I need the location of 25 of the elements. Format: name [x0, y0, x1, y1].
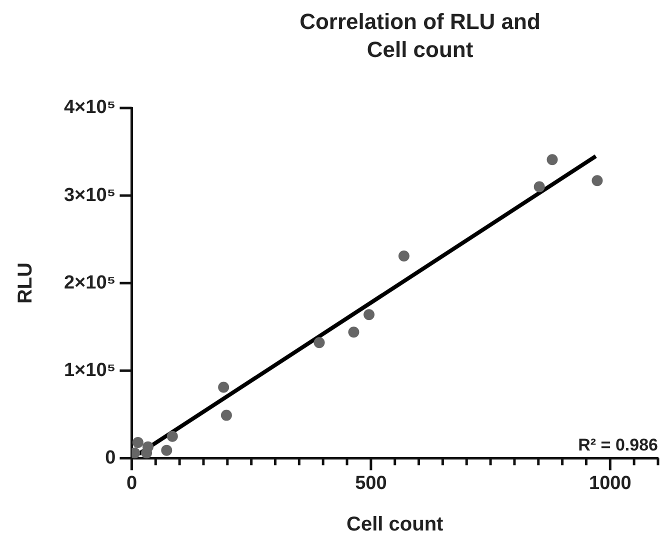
y-tick-label: 2×10⁵	[64, 272, 116, 294]
annotation: R² = 0.986	[578, 435, 658, 454]
y-tick-label: 4×10⁵	[64, 97, 116, 118]
point	[398, 250, 410, 262]
x-axis-title: Cell count	[346, 514, 444, 536]
point	[364, 309, 375, 320]
x-tick-label: 500	[355, 472, 387, 494]
y-tick-label: 3×10⁵	[64, 184, 116, 206]
y-tick-label: 1×10⁵	[64, 360, 116, 381]
point	[592, 175, 603, 186]
point	[220, 410, 232, 421]
point	[142, 441, 154, 452]
chart-title: Correlation of RLU and Cell count	[298, 8, 542, 64]
point	[314, 337, 325, 348]
point	[546, 154, 558, 166]
point	[161, 444, 172, 456]
x-tick-label: 0	[126, 472, 138, 494]
point	[534, 181, 545, 192]
x-tick-label: 1000	[589, 472, 632, 494]
point	[218, 382, 230, 393]
point	[348, 326, 360, 338]
y-axis-title: RLU	[14, 262, 37, 304]
point	[166, 430, 178, 442]
y-tick-label: 0	[105, 447, 116, 468]
point	[132, 436, 144, 448]
